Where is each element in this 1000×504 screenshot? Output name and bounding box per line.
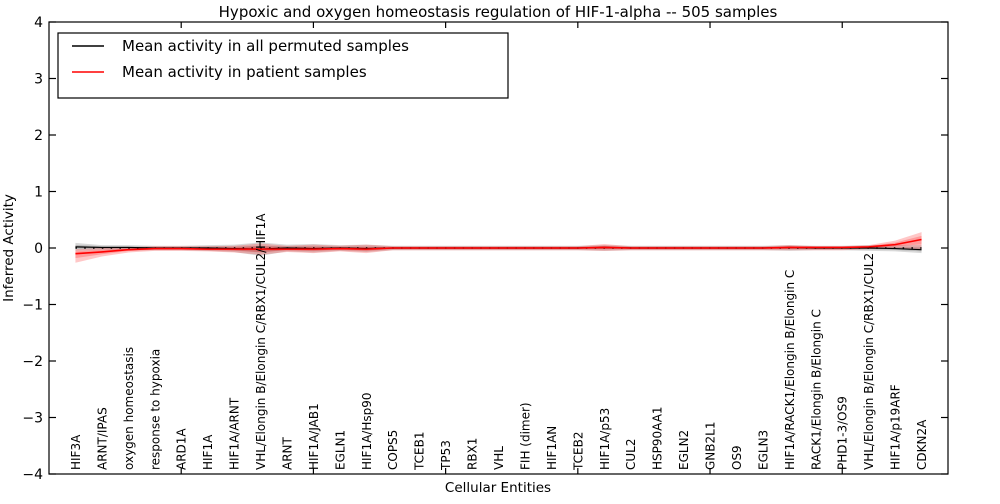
x-tick-label: oxygen homeostasis <box>122 347 136 470</box>
x-tick-label: TP53 <box>439 440 453 471</box>
x-tick-label: CUL2 <box>624 439 638 470</box>
y-axis-label: Inferred Activity <box>1 194 17 302</box>
series-1-band-inner <box>75 235 922 259</box>
x-tick-label: ARNT <box>280 436 294 470</box>
y-tick-label: 3 <box>34 72 43 88</box>
x-tick-label: HIF3A <box>69 434 83 470</box>
y-tick-label: −3 <box>22 411 43 427</box>
x-tick-labels: HIF3A ARNT/IPAS oxygen homeostasis response… <box>69 213 929 471</box>
y-tick-label: 4 <box>34 15 43 31</box>
x-tick-label: OS9 <box>730 445 744 470</box>
x-tick-label: HIF1A <box>201 434 215 470</box>
x-tick-label: HSP90AA1 <box>651 406 665 470</box>
y-tick-label: 1 <box>34 185 43 201</box>
x-tick-label: FIH (dimer) <box>518 402 532 470</box>
y-tick-label: −4 <box>22 467 43 483</box>
x-tick-label: TCEB1 <box>413 432 427 471</box>
x-tick-label: HIF1A/p53 <box>598 408 612 470</box>
x-tick-label: HIF1A/RACK1/Elongin B/Elongin C <box>783 270 797 470</box>
x-tick-label: HIF1A/ARNT <box>228 397 242 470</box>
y-tick-label: −2 <box>22 354 43 370</box>
legend-label-permuted: Mean activity in all permuted samples <box>122 37 409 55</box>
series-lines <box>75 238 922 255</box>
x-tick-label: HIF1A/JAB1 <box>307 403 321 470</box>
x-axis-label: Cellular Entities <box>445 480 551 496</box>
x-tick-label: COPS5 <box>386 430 400 470</box>
y-tick-labels: −4 −3 −2 −1 0 1 2 3 4 <box>22 15 43 483</box>
x-tick-label: RACK1/Elongin B/Elongin C <box>809 309 823 470</box>
x-tick-label: PHD1-3/OS9 <box>836 396 850 470</box>
x-tick-label: HIF1AN <box>545 426 559 470</box>
patient-mean-line <box>75 238 922 255</box>
x-tick-label: HIF1A/p19ARF <box>889 384 903 470</box>
x-tick-label: TCEB2 <box>571 432 585 471</box>
series-0-band-outer <box>75 242 922 256</box>
y-tick-label: 0 <box>34 241 43 257</box>
legend-label-patient: Mean activity in patient samples <box>122 63 367 81</box>
x-tick-label: response to hypoxia <box>148 349 162 470</box>
x-tick-label: EGLN1 <box>333 430 347 470</box>
chart-title: Hypoxic and oxygen homeostasis regulatio… <box>219 3 778 21</box>
x-tick-label: VHL/Elongin B/Elongin C/RBX1/CUL2/HIF1A <box>254 213 268 470</box>
y-tick-label: −1 <box>22 298 43 314</box>
axis-ticks <box>49 21 948 475</box>
legend: Mean activity in all permuted samples Me… <box>57 32 509 99</box>
legend-box <box>57 32 509 99</box>
x-tick-label: ARD1A <box>175 428 189 470</box>
x-tick-label: EGLN2 <box>677 430 691 470</box>
x-tick-label: EGLN3 <box>756 430 770 470</box>
x-tick-label: CDKN2A <box>915 419 929 470</box>
x-tick-label: RBX1 <box>466 438 480 470</box>
x-tick-label: GNB2L1 <box>704 422 718 470</box>
x-tick-label: HIF1A/Hsp90 <box>360 392 374 470</box>
x-tick-label: VHL/Elongin B/Elongin C/RBX1/CUL2 <box>862 253 876 470</box>
x-tick-label: VHL <box>492 446 506 470</box>
x-tick-label: ARNT/IPAS <box>95 407 109 470</box>
y-tick-label: 2 <box>34 128 43 144</box>
